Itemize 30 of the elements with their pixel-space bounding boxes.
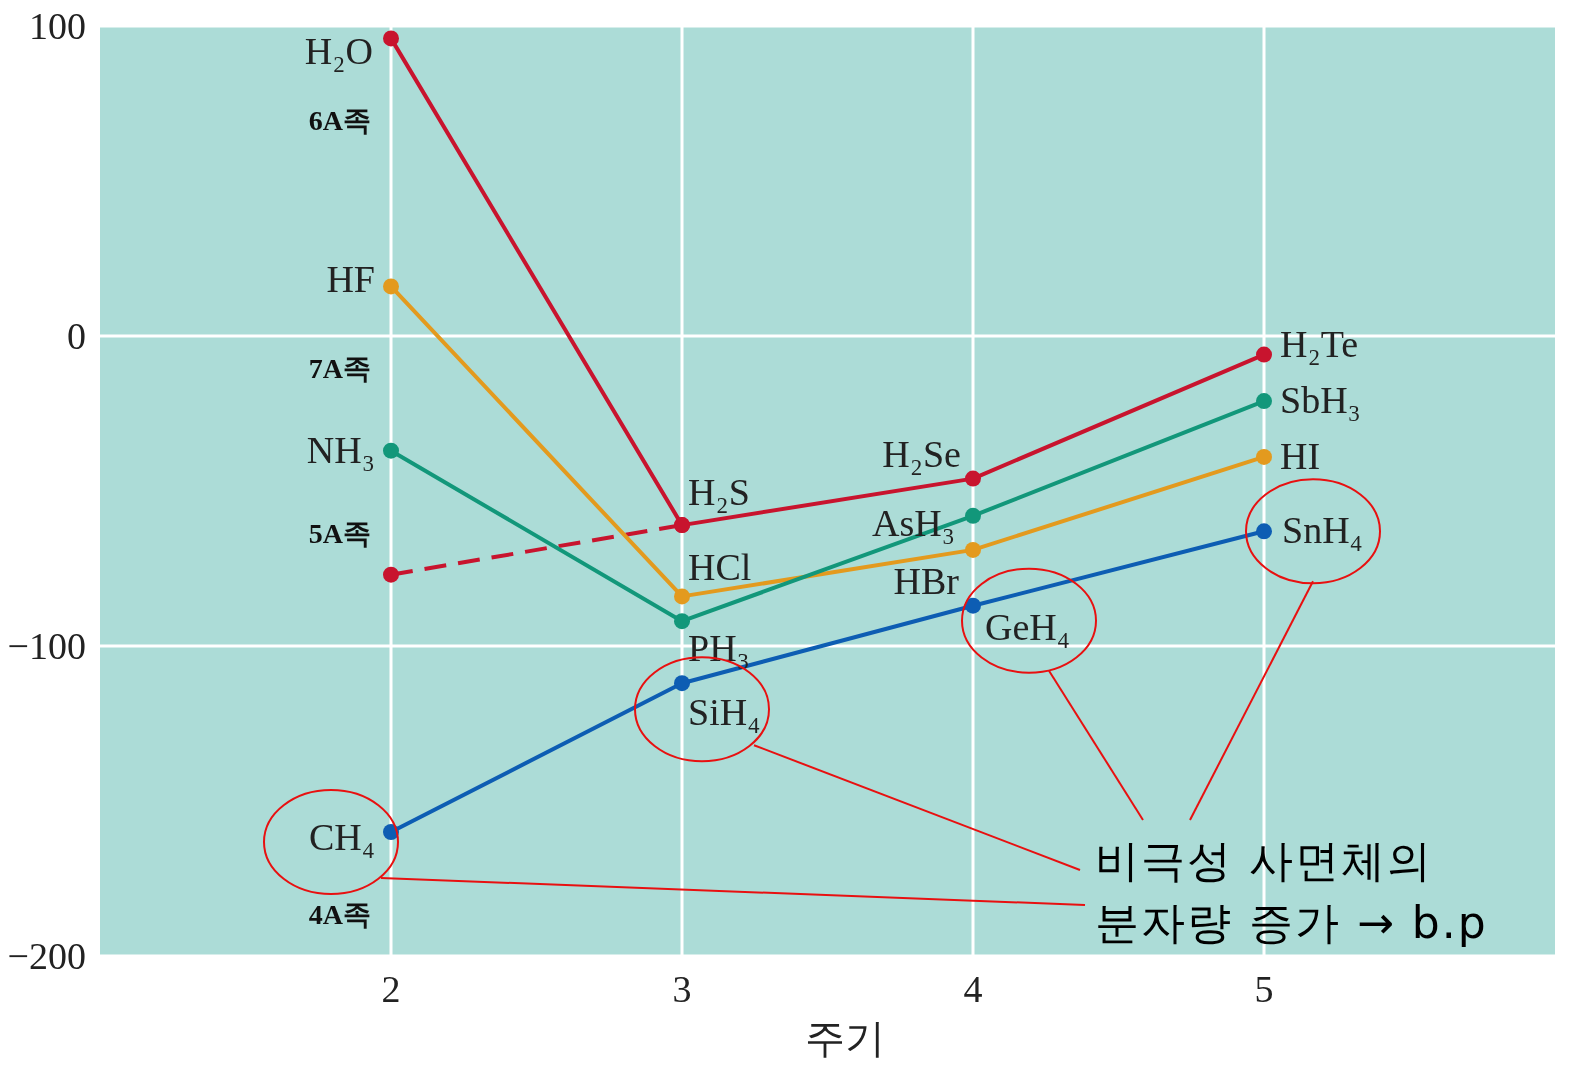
annotation: CH₄	[308, 816, 375, 858]
text: 5A족	[308, 517, 371, 549]
annotation: HCl	[688, 546, 752, 589]
annotation: HBr	[893, 559, 960, 602]
y-tick-label: −100	[7, 625, 86, 667]
annotation: HF	[326, 258, 375, 301]
annotation: H₂O	[304, 30, 373, 73]
x-tick-label: 3	[672, 968, 692, 1010]
annotation: NH₃	[306, 428, 375, 471]
annotation: SbH₃	[1280, 379, 1361, 422]
annotation: H₂Se	[882, 432, 961, 475]
annotation: H₂S	[688, 471, 750, 514]
annotation: HI	[1280, 434, 1321, 477]
y-tick-label: −200	[7, 935, 86, 977]
y-tick-label: 0	[67, 315, 86, 357]
annotation: 비극성 사면체의 분자량 증가 → b.p	[1095, 835, 1488, 948]
annotation: AsH₃	[872, 501, 955, 544]
text: 7A족	[308, 353, 371, 385]
annotation: PH₃	[688, 627, 750, 670]
x-axis-title: 주기	[805, 1015, 885, 1061]
x-tick-label: 5	[1254, 968, 1274, 1010]
y-tick-label: 100	[29, 5, 86, 47]
annotation: H₂Te	[1280, 322, 1359, 365]
x-tick-label: 4	[963, 968, 983, 1010]
annotation: SnH₄	[1282, 509, 1363, 552]
series-label: 6A족	[308, 105, 371, 137]
text: 4A족	[308, 899, 371, 930]
annotation: GeH₄	[985, 605, 1070, 648]
x-tick-label: 2	[381, 968, 401, 1010]
annotation: SiH₄	[688, 691, 761, 734]
